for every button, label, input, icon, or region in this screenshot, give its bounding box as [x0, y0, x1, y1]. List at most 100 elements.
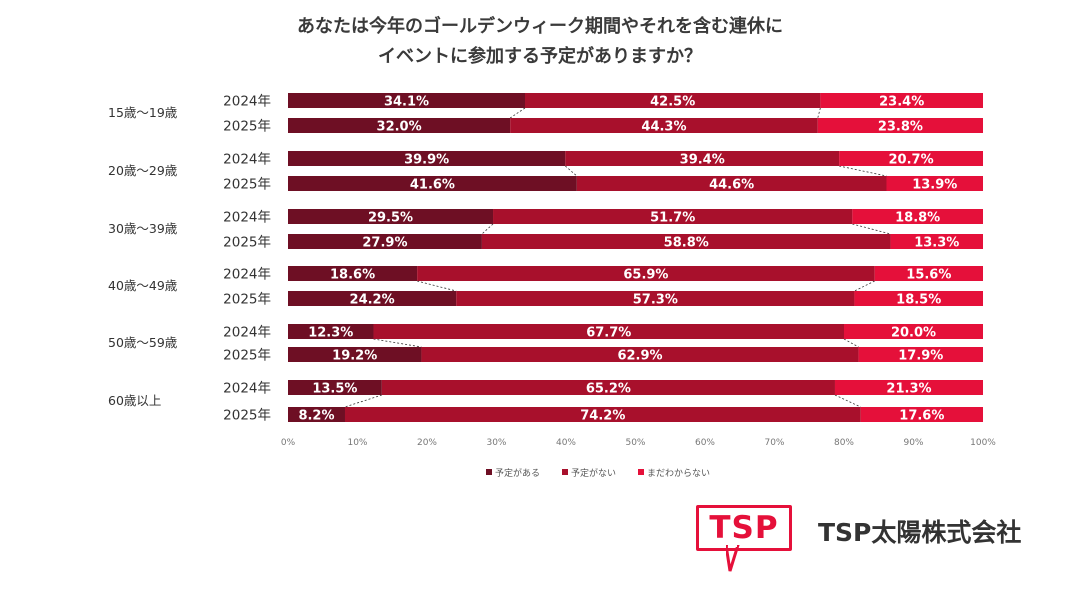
- connector-line: [852, 223, 891, 235]
- bar-segment: [288, 380, 382, 395]
- bar-segment: [373, 324, 844, 339]
- data-label: 19.2%: [332, 349, 377, 364]
- bar-segment: [852, 209, 983, 224]
- connector-line: [834, 394, 861, 408]
- data-label: 13.9%: [912, 178, 957, 193]
- bar-segment: [510, 118, 818, 133]
- data-label: 23.8%: [878, 120, 923, 135]
- connector-line: [817, 107, 821, 119]
- x-tick-label: 90%: [903, 438, 923, 448]
- data-label: 67.7%: [586, 326, 631, 341]
- data-label: 44.3%: [641, 120, 686, 135]
- chart-title-line-1: あなたは今年のゴールデンウィーク期間やそれを含む連休に: [297, 16, 783, 37]
- year-label: 2025年: [223, 235, 271, 251]
- data-label: 74.2%: [580, 409, 625, 424]
- data-label: 13.3%: [914, 236, 959, 251]
- x-axis: 0% 10% 20% 30% 40% 50% 60% 70% 80% 90% 100%: [281, 438, 996, 448]
- year-label: 2024年: [223, 267, 271, 283]
- legend-label: まだわからない: [647, 468, 710, 479]
- bar-segment: [288, 324, 374, 339]
- data-label: 24.2%: [350, 293, 395, 308]
- bar-segment: [288, 93, 525, 108]
- connector-line: [565, 165, 578, 177]
- data-label: 21.3%: [886, 382, 931, 397]
- x-tick-label: 80%: [834, 438, 854, 448]
- data-label: 65.9%: [623, 268, 668, 283]
- chart-title-line-2: イベントに参加する予定がありますか？: [378, 46, 702, 67]
- data-label: 58.8%: [664, 236, 709, 251]
- bar-segment: [288, 407, 345, 422]
- data-label: 65.2%: [586, 382, 631, 397]
- data-label: 8.2%: [298, 409, 334, 424]
- data-label: 15.6%: [906, 268, 951, 283]
- data-label: 34.1%: [384, 95, 429, 110]
- connector-line: [417, 280, 457, 292]
- year-label: 2025年: [223, 408, 271, 424]
- data-label: 42.5%: [650, 95, 695, 110]
- year-label: 2024年: [223, 152, 271, 168]
- bar-segment: [288, 176, 577, 191]
- data-label: 17.6%: [899, 409, 944, 424]
- year-label: 2024年: [223, 94, 271, 110]
- x-tick-label: 60%: [695, 438, 715, 448]
- bar-segment: [834, 380, 983, 395]
- bar-segment: [288, 209, 494, 224]
- bar-segment: [493, 209, 853, 224]
- bar-segment: [886, 176, 983, 191]
- x-tick-label: 0%: [281, 438, 296, 448]
- data-label: 41.6%: [410, 178, 455, 193]
- bar-segment: [288, 118, 511, 133]
- bar-segment: [481, 234, 891, 249]
- label-area: 15歳〜19歳 2024年 34.1% 42.5% 23.4% 2025年 32.0% 44.…: [108, 94, 959, 424]
- year-label: 2025年: [223, 119, 271, 135]
- age-group-label: 20歳〜29歳: [108, 163, 178, 178]
- legend-label: 予定がある: [495, 467, 540, 479]
- bar-segment: [288, 151, 566, 166]
- year-label: 2025年: [223, 292, 271, 308]
- data-label: 29.5%: [368, 211, 413, 226]
- bar-segment: [858, 347, 983, 362]
- age-group-label: 40歳〜49歳: [108, 278, 178, 293]
- connector-line: [854, 280, 875, 292]
- legend-swatch: [486, 469, 492, 475]
- year-label: 2024年: [223, 210, 271, 226]
- legend-label: 予定がない: [571, 467, 616, 479]
- data-label: 39.9%: [404, 153, 449, 168]
- data-label: 12.3%: [308, 326, 353, 341]
- year-label: 2025年: [223, 177, 271, 193]
- age-group-label: 30歳〜39歳: [108, 221, 178, 236]
- connector-line: [509, 107, 526, 119]
- bar-segment: [576, 176, 887, 191]
- bar-segment: [565, 151, 840, 166]
- data-label: 23.4%: [879, 95, 924, 110]
- bar-segment: [288, 234, 482, 249]
- x-tick-label: 100%: [970, 438, 996, 448]
- data-label: 32.0%: [377, 120, 422, 135]
- data-label: 57.3%: [633, 293, 678, 308]
- bar-segment: [839, 151, 983, 166]
- tsp-logo-mark: TSP: [696, 505, 792, 551]
- age-group-label: 60歳以上: [108, 393, 161, 408]
- x-tick-label: 10%: [347, 438, 367, 448]
- bar-segment: [344, 407, 861, 422]
- chart-title: あなたは今年のゴールデンウィーク期間やそれを含む連休に イベントに参加する予定が…: [0, 12, 1080, 72]
- company-name: TSP太陽株式会社: [818, 518, 1022, 547]
- data-label: 39.4%: [680, 153, 725, 168]
- connector-lines: [344, 107, 891, 408]
- x-tick-label: 70%: [764, 438, 784, 448]
- bar-segment: [288, 266, 418, 281]
- connector-line: [839, 165, 887, 177]
- x-tick-label: 30%: [486, 438, 506, 448]
- x-tick-label: 40%: [556, 438, 576, 448]
- data-label: 17.9%: [898, 349, 943, 364]
- year-label: 2025年: [223, 348, 271, 364]
- bar-segment: [381, 380, 835, 395]
- year-label: 2024年: [223, 325, 271, 341]
- x-tick-label: 20%: [417, 438, 437, 448]
- bar-segment: [817, 118, 983, 133]
- bar-segment: [854, 291, 983, 306]
- bar-segment: [417, 266, 875, 281]
- data-label: 18.6%: [330, 268, 375, 283]
- bar-segment: [421, 347, 859, 362]
